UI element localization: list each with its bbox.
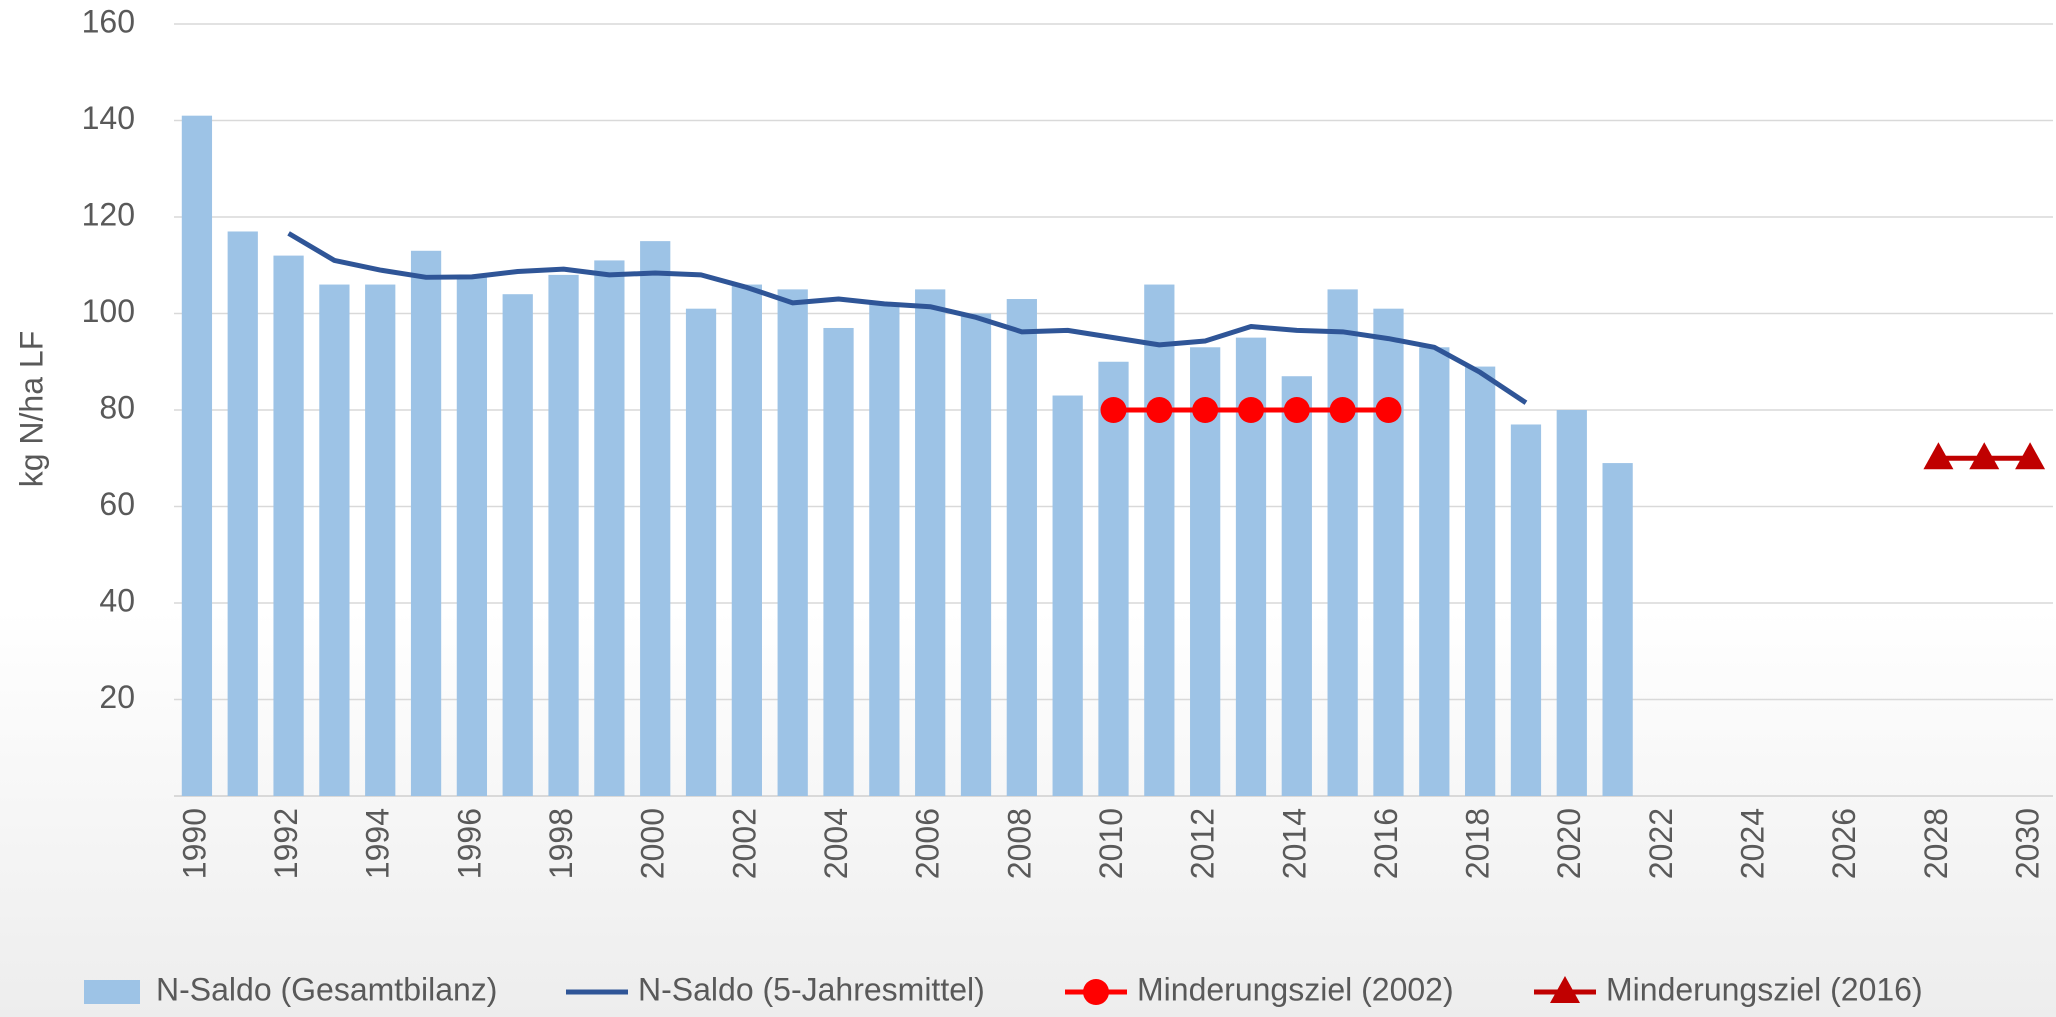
x-tick-label: 2010 <box>1093 808 1129 879</box>
bar <box>1419 347 1450 796</box>
bar <box>365 284 396 796</box>
y-axis-title: kg N/ha LF <box>13 331 49 488</box>
bar <box>1281 376 1312 796</box>
x-tick-label: 2026 <box>1826 808 1862 879</box>
bar <box>1006 299 1037 796</box>
x-tick-label: 2016 <box>1368 808 1404 879</box>
y-tick-label: 80 <box>99 389 135 425</box>
y-tick-label: 20 <box>99 679 135 715</box>
x-tick-label: 1994 <box>360 808 396 879</box>
bar <box>640 241 671 796</box>
x-tick-label: 2028 <box>1918 808 1954 879</box>
legend-swatch <box>84 980 140 1004</box>
bar <box>685 308 717 796</box>
x-tick-label: 1996 <box>451 808 487 879</box>
marker <box>2015 442 2046 470</box>
y-tick-label: 60 <box>99 486 135 522</box>
x-tick-label: 2006 <box>910 808 946 879</box>
bar <box>777 289 808 796</box>
y-tick-label: 160 <box>82 3 135 39</box>
bar <box>869 303 900 796</box>
bar <box>1602 463 1633 796</box>
bar <box>181 115 213 797</box>
x-tick-label: 2018 <box>1460 808 1496 879</box>
bar <box>1052 395 1083 796</box>
x-tick-label: 1998 <box>543 808 579 879</box>
marker <box>1192 397 1219 423</box>
bar <box>731 284 762 796</box>
x-tick-label: 2030 <box>2010 808 2046 879</box>
y-tick-label: 100 <box>82 293 135 329</box>
bar <box>1556 410 1587 796</box>
x-tick-label: 2014 <box>1276 808 1312 879</box>
bar <box>502 294 533 796</box>
bar <box>1373 308 1404 796</box>
x-tick-label: 1990 <box>176 808 212 879</box>
marker <box>1329 397 1356 423</box>
x-tick-label: 2000 <box>635 808 671 879</box>
x-tick-label: 2012 <box>1185 808 1221 879</box>
legend-label: N-Saldo (5-Jahresmittel) <box>638 971 985 1007</box>
marker <box>1283 397 1310 423</box>
bar <box>1144 284 1175 796</box>
bar <box>1327 289 1358 796</box>
x-tick-label: 2002 <box>726 808 762 879</box>
marker <box>1237 397 1264 423</box>
y-tick-label: 140 <box>82 100 135 136</box>
x-tick-label: 2022 <box>1643 808 1679 879</box>
bar <box>548 274 579 796</box>
bar <box>1510 424 1542 796</box>
x-tick-label: 2020 <box>1551 808 1587 879</box>
bar <box>227 231 258 797</box>
marker <box>1146 397 1173 423</box>
marker <box>1375 397 1402 423</box>
marker <box>1923 442 1954 470</box>
x-tick-label: 2004 <box>818 808 854 879</box>
x-tick-label: 2008 <box>1001 808 1037 879</box>
marker <box>1969 442 2000 470</box>
bar <box>1098 361 1129 796</box>
legend-label: N-Saldo (Gesamtbilanz) <box>156 971 497 1007</box>
bar <box>273 255 304 797</box>
y-tick-label: 120 <box>82 196 135 232</box>
x-tick-label: 2024 <box>1735 808 1771 879</box>
y-tick-label: 40 <box>99 582 135 618</box>
bar <box>594 260 625 796</box>
legend-marker <box>1083 979 1109 1005</box>
bar <box>1465 366 1496 796</box>
legend-label: Minderungsziel (2002) <box>1137 971 1454 1007</box>
x-tick-label: 1992 <box>268 808 304 879</box>
bar <box>456 274 488 796</box>
bar <box>319 284 350 796</box>
marker <box>1100 397 1127 423</box>
bar <box>823 327 854 796</box>
bar <box>410 250 442 796</box>
line <box>287 231 1528 405</box>
bar <box>915 289 946 796</box>
legend-marker <box>1550 976 1580 1003</box>
bar <box>960 313 992 796</box>
legend-label: Minderungsziel (2016) <box>1606 971 1923 1007</box>
